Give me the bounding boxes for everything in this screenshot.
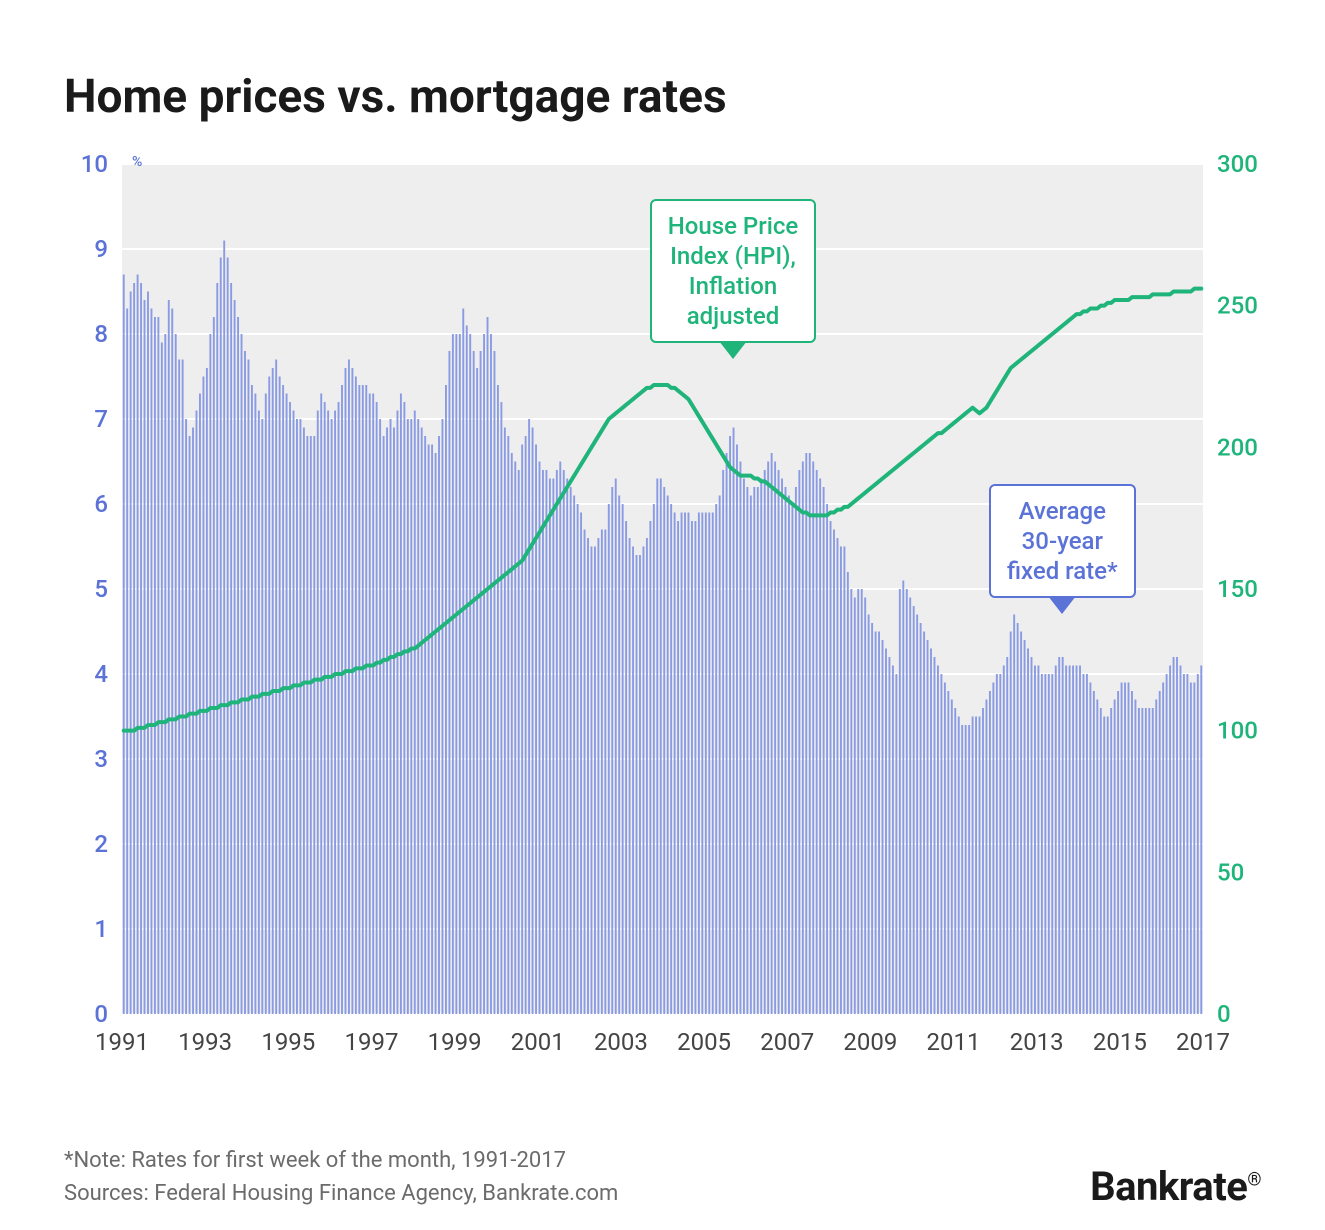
svg-text:8: 8 <box>94 320 108 348</box>
svg-text:10: 10 <box>81 154 108 178</box>
svg-text:3: 3 <box>94 745 108 773</box>
svg-text:6: 6 <box>94 490 108 518</box>
footnote-line1: *Note: Rates for first week of the month… <box>64 1144 618 1177</box>
callout-rate-triangle-icon <box>1048 596 1076 614</box>
svg-text:1993: 1993 <box>178 1028 232 1056</box>
callout-rate-l2: 30-year <box>1007 526 1118 556</box>
svg-text:300: 300 <box>1217 154 1258 178</box>
svg-text:2013: 2013 <box>1010 1028 1064 1056</box>
svg-text:2015: 2015 <box>1093 1028 1147 1056</box>
registered-icon: ® <box>1247 1170 1261 1191</box>
svg-text:0: 0 <box>1217 1000 1231 1028</box>
svg-text:2003: 2003 <box>594 1028 648 1056</box>
svg-text:2001: 2001 <box>511 1028 565 1056</box>
footnote-line2: Sources: Federal Housing Finance Agency,… <box>64 1177 618 1210</box>
svg-text:250: 250 <box>1217 292 1258 320</box>
svg-text:%: % <box>132 154 142 170</box>
svg-text:2017: 2017 <box>1176 1028 1230 1056</box>
footer: *Note: Rates for first week of the month… <box>60 1144 1265 1210</box>
chart-container: 0 1 2 3 4 5 6 7 8 9 10% 0 50 100 150 200 250 300 1991 1993 1… <box>60 154 1265 1074</box>
callout-hpi-l4: adjusted <box>668 301 798 331</box>
svg-text:4: 4 <box>94 660 108 688</box>
svg-text:1991: 1991 <box>95 1028 149 1056</box>
svg-text:2: 2 <box>94 830 108 858</box>
svg-text:1997: 1997 <box>344 1028 398 1056</box>
svg-text:200: 200 <box>1217 433 1258 461</box>
svg-text:2007: 2007 <box>760 1028 814 1056</box>
svg-text:0: 0 <box>94 1000 108 1028</box>
svg-text:7: 7 <box>94 405 108 433</box>
callout-rate-l3: fixed rate* <box>1007 556 1118 586</box>
svg-text:2011: 2011 <box>927 1028 981 1056</box>
svg-text:50: 50 <box>1217 858 1244 886</box>
callout-hpi: House Price Index (HPI), Inflation adjus… <box>650 199 816 343</box>
svg-text:1999: 1999 <box>428 1028 482 1056</box>
callout-rate-l1: Average <box>1007 496 1118 526</box>
svg-text:100: 100 <box>1217 717 1258 745</box>
callout-hpi-l2: Index (HPI), <box>668 241 798 271</box>
callout-hpi-l1: House Price <box>668 211 798 241</box>
svg-text:150: 150 <box>1217 575 1258 603</box>
svg-text:9: 9 <box>94 235 108 263</box>
chart-title: Home prices vs. mortgage rates <box>64 70 1265 124</box>
svg-text:5: 5 <box>94 575 108 603</box>
callout-hpi-l3: Inflation <box>668 271 798 301</box>
svg-text:1995: 1995 <box>261 1028 315 1056</box>
svg-text:2009: 2009 <box>843 1028 897 1056</box>
svg-text:1: 1 <box>94 915 108 943</box>
svg-text:2005: 2005 <box>677 1028 731 1056</box>
callout-hpi-triangle-icon <box>719 341 747 359</box>
brand-text: Bankrate <box>1090 1163 1247 1210</box>
brand-logo: Bankrate® <box>1090 1163 1261 1210</box>
callout-rate: Average 30-year fixed rate* <box>989 484 1136 598</box>
footnote: *Note: Rates for first week of the month… <box>64 1144 618 1210</box>
